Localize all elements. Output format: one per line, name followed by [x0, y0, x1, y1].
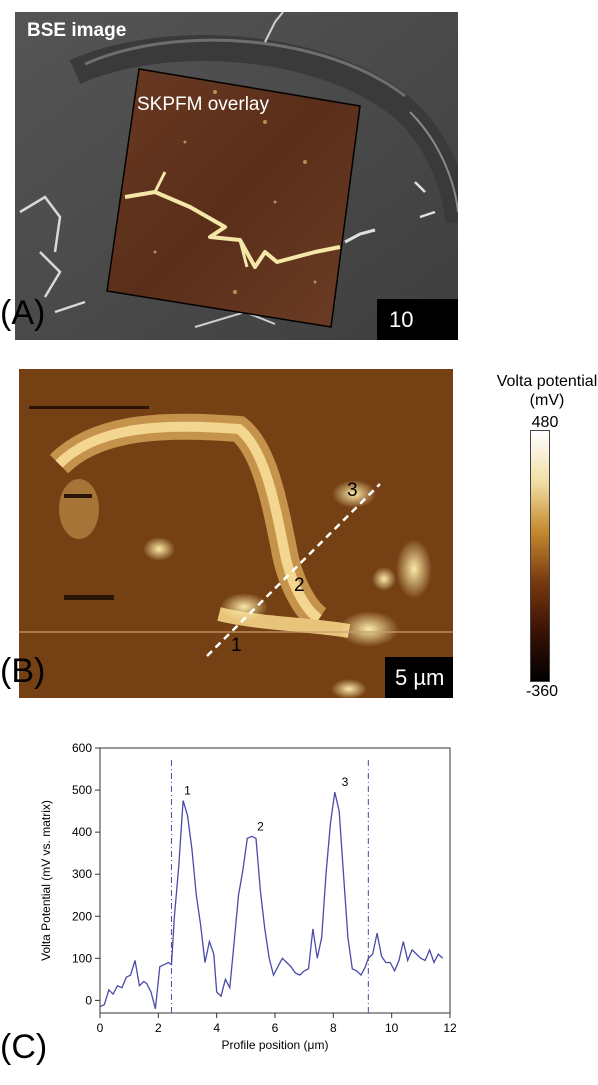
panel-b-letter: (B) — [0, 652, 46, 690]
y-tick-label: 200 — [72, 909, 92, 923]
x-tick-label: 8 — [330, 1021, 337, 1035]
x-axis-label: Profile position (μm) — [222, 1038, 329, 1052]
peak-label-2: 2 — [257, 819, 264, 833]
colorbar-max: 480 — [531, 414, 559, 431]
colorbar-title-line1: Volta potential — [496, 373, 598, 390]
y-tick-label: 500 — [72, 783, 92, 797]
y-tick-label: 600 — [72, 741, 92, 755]
colorbar — [530, 430, 550, 682]
y-tick-label: 100 — [72, 951, 92, 965]
y-tick-label: 0 — [85, 993, 92, 1007]
profile-series-line — [99, 792, 444, 1009]
x-tick-label: 10 — [385, 1021, 399, 1035]
skpfm-overlay — [106, 68, 361, 328]
y-tick-label: 400 — [72, 825, 92, 839]
panel-a-letter: (A) — [0, 294, 46, 332]
x-tick-label: 12 — [443, 1021, 457, 1035]
bse-image — [15, 12, 458, 340]
panel-b: 1 2 3 5 µm — [19, 369, 453, 698]
colorbar-title-line2: (mV) — [529, 392, 565, 410]
overlay-label: SKPFM overlay — [137, 94, 269, 115]
y-axis-label: Volta Potential (mV vs. matrix) — [39, 800, 53, 961]
bse-image-label: BSE image — [27, 20, 127, 41]
panel-a: BSE image SKPFM overlay 10 — [15, 12, 458, 340]
y-tick-label: 300 — [72, 867, 92, 881]
scalebar-a: 10 — [377, 299, 458, 340]
colorbar-title: Volta potential (mV) — [496, 372, 598, 410]
scalebar-b: 5 µm — [385, 657, 453, 698]
x-tick-label: 0 — [97, 1021, 104, 1035]
marker-3: 3 — [347, 480, 358, 501]
x-tick-label: 6 — [272, 1021, 279, 1035]
peak-label-1: 1 — [184, 784, 191, 798]
skpfm-map — [19, 369, 453, 698]
x-tick-label: 2 — [155, 1021, 162, 1035]
marker-2: 2 — [294, 575, 305, 596]
panel-c-letter: (C) — [0, 1028, 48, 1066]
x-tick-label: 4 — [213, 1021, 220, 1035]
marker-1: 1 — [231, 635, 242, 656]
profile-line — [206, 483, 381, 657]
peak-label-3: 3 — [342, 775, 349, 789]
colorbar-min: -360 — [525, 683, 559, 700]
